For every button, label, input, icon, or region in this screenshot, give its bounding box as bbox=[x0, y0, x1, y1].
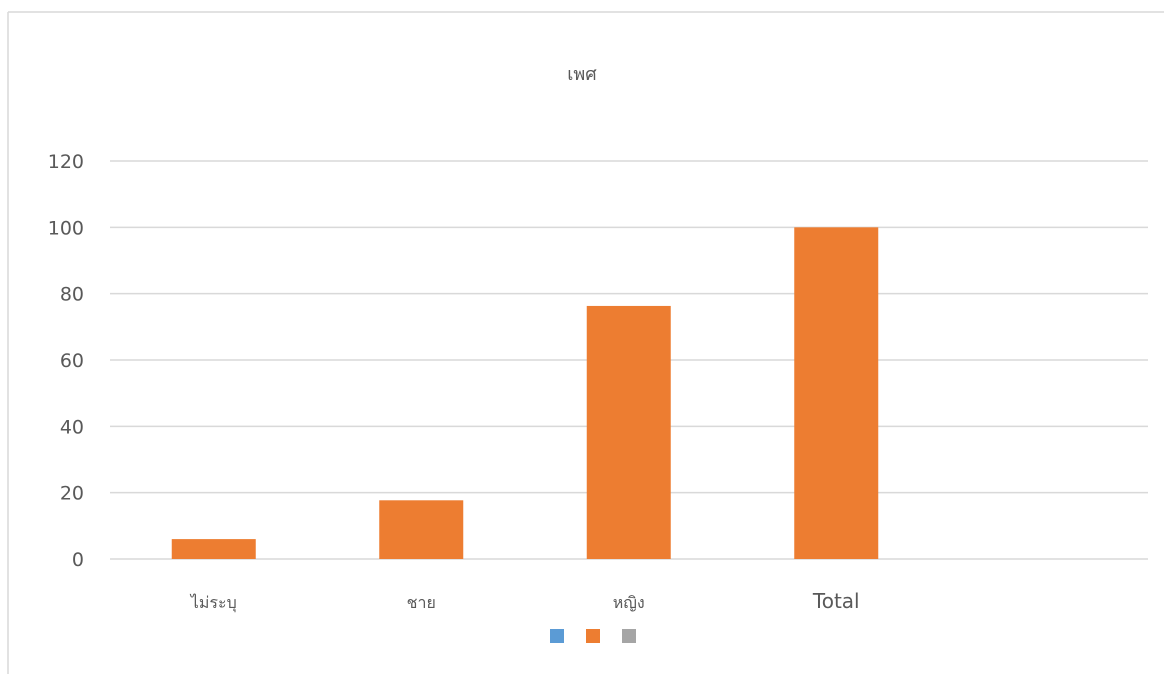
y-tick-label: 60 bbox=[60, 350, 84, 372]
bar-3 bbox=[794, 227, 879, 560]
chart-title: เพศ bbox=[567, 64, 597, 85]
x-category-label: ไม่ระบุ bbox=[189, 593, 237, 613]
x-category-label: ชาย bbox=[407, 593, 436, 612]
x-category-label: หญิง bbox=[613, 593, 645, 612]
bar-2 bbox=[586, 305, 671, 559]
x-category-label: Total bbox=[812, 589, 860, 613]
y-tick-label: 40 bbox=[60, 416, 84, 438]
legend-swatch-1 bbox=[586, 629, 600, 643]
legend-swatch-0 bbox=[550, 629, 564, 643]
legend-swatch-2 bbox=[622, 629, 636, 643]
bar-1 bbox=[379, 500, 464, 559]
y-tick-label: 80 bbox=[60, 284, 84, 306]
bar-0 bbox=[171, 539, 256, 559]
y-tick-label: 0 bbox=[72, 549, 84, 571]
y-tick-label: 20 bbox=[60, 483, 84, 505]
y-tick-label: 100 bbox=[48, 217, 84, 239]
y-tick-label: 120 bbox=[48, 151, 84, 173]
